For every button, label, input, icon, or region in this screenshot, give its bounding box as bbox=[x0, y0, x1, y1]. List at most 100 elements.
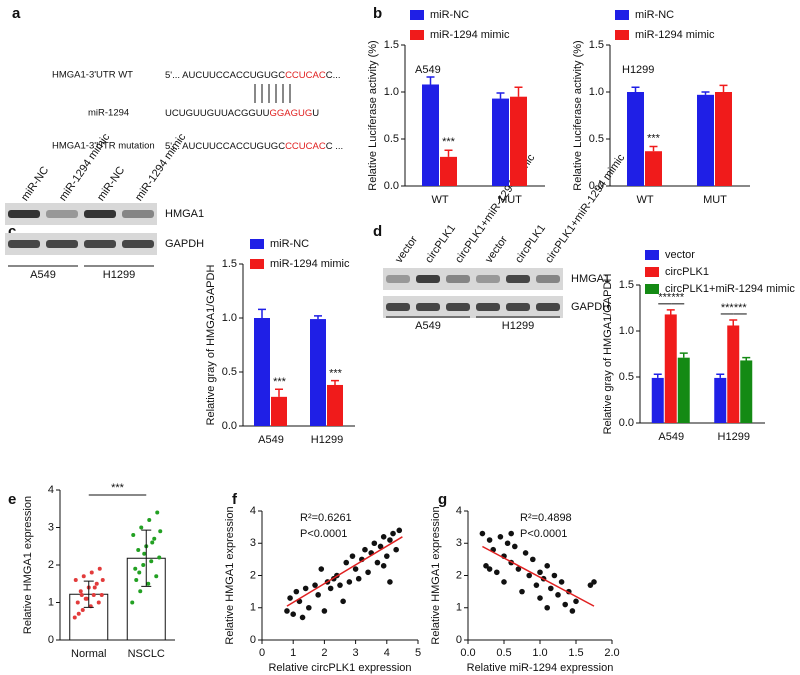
bar bbox=[440, 156, 457, 186]
lane-label: vector bbox=[393, 234, 420, 266]
point bbox=[377, 543, 384, 550]
error-bar bbox=[496, 92, 505, 99]
dot bbox=[96, 600, 101, 605]
error-bar bbox=[666, 309, 675, 315]
dot bbox=[81, 574, 86, 579]
point bbox=[346, 579, 353, 585]
legend-swatch bbox=[645, 267, 659, 277]
dot bbox=[152, 536, 157, 541]
point bbox=[343, 559, 350, 566]
point bbox=[374, 559, 381, 566]
blot-band bbox=[84, 240, 116, 248]
lane-label: miR-NC bbox=[95, 164, 127, 203]
point bbox=[526, 572, 532, 579]
point bbox=[486, 537, 493, 543]
point bbox=[544, 604, 550, 611]
point bbox=[483, 563, 489, 569]
y-axis-label: Relative HMGA1 expression bbox=[224, 506, 236, 644]
annotation: A549 bbox=[415, 64, 441, 76]
y-tick-label: 0 bbox=[250, 634, 256, 646]
y-axis-label: Relative gray of HMGA1/GAPDH bbox=[205, 265, 217, 426]
bar bbox=[510, 96, 527, 186]
y-tick-label: 1 bbox=[250, 602, 256, 614]
bar bbox=[645, 151, 662, 186]
bar bbox=[327, 384, 343, 426]
error-bar bbox=[729, 319, 738, 326]
x-tick-label: Normal bbox=[71, 648, 106, 660]
annotation: *** bbox=[734, 302, 748, 314]
error-bar bbox=[275, 388, 283, 397]
y-tick-label: 3 bbox=[456, 537, 462, 549]
point bbox=[555, 592, 561, 598]
x-tick-label: H1299 bbox=[311, 434, 343, 446]
blot-band bbox=[46, 240, 78, 248]
y-tick-label: 3 bbox=[250, 537, 256, 549]
point bbox=[365, 569, 371, 576]
legend-swatch bbox=[250, 239, 264, 249]
error-bar bbox=[514, 86, 523, 97]
blot-strip bbox=[383, 268, 563, 290]
point bbox=[337, 582, 343, 588]
panel-label: e bbox=[8, 491, 16, 508]
legend-label: vector bbox=[665, 249, 695, 261]
point bbox=[537, 569, 543, 576]
blot-band bbox=[416, 275, 440, 283]
panel-label: a bbox=[12, 5, 21, 22]
sequence: 5'... AUCUUCCACCUGUGCCCUCACC... bbox=[165, 70, 340, 81]
sequence-part: 5'... AUCUUCCACCUGUGC bbox=[165, 70, 285, 81]
lane-label: miR-NC bbox=[19, 164, 51, 203]
legend-label: miR-NC bbox=[270, 238, 309, 250]
blot-band bbox=[506, 275, 530, 283]
blot-band bbox=[506, 303, 530, 311]
x-tick-label: A549 bbox=[658, 431, 684, 443]
dot bbox=[94, 581, 99, 586]
sequence-label: miR-1294 bbox=[88, 108, 129, 119]
panel-label: f bbox=[232, 491, 238, 508]
point bbox=[533, 582, 540, 588]
point bbox=[530, 556, 536, 563]
bar bbox=[677, 357, 690, 423]
x-axis-label: Relative circPLK1 expression bbox=[268, 662, 411, 674]
x-tick-label: WT bbox=[431, 194, 448, 206]
point bbox=[393, 546, 399, 553]
point bbox=[327, 585, 334, 592]
y-tick-label: 1.5 bbox=[384, 39, 399, 51]
y-tick-label: 0.0 bbox=[589, 180, 604, 192]
x-tick-label: 1.5 bbox=[568, 647, 583, 659]
dot bbox=[100, 578, 105, 582]
point bbox=[501, 579, 507, 585]
point bbox=[380, 534, 387, 540]
sequence-part: U bbox=[312, 108, 319, 119]
point bbox=[371, 540, 378, 547]
error-bar bbox=[141, 529, 152, 587]
point bbox=[537, 595, 543, 601]
x-tick-label: 2.0 bbox=[604, 647, 619, 659]
seed-site: CCUCAC bbox=[285, 141, 326, 152]
dot bbox=[154, 574, 159, 579]
dot bbox=[139, 525, 144, 530]
x-tick-label: NSCLC bbox=[128, 648, 165, 660]
y-tick-label: 1.0 bbox=[619, 325, 634, 337]
x-tick-label: 3 bbox=[353, 647, 359, 659]
point bbox=[551, 572, 558, 579]
panel-label: g bbox=[438, 491, 447, 508]
annotation: H1299 bbox=[622, 64, 654, 76]
y-tick-label: 1.0 bbox=[589, 86, 604, 98]
y-tick-label: 4 bbox=[456, 505, 462, 517]
error-bar bbox=[719, 84, 728, 92]
dot bbox=[130, 600, 135, 605]
dot bbox=[147, 518, 152, 522]
annotation: *** bbox=[671, 292, 685, 304]
point bbox=[497, 534, 504, 540]
blot-band bbox=[536, 275, 560, 283]
error-bar bbox=[426, 76, 435, 85]
point bbox=[293, 588, 300, 595]
point bbox=[349, 553, 356, 559]
sequence-label: HMGA1-3'UTR mutation bbox=[52, 141, 155, 152]
point bbox=[306, 604, 312, 611]
x-tick-label: 1.0 bbox=[532, 647, 547, 659]
error-bar bbox=[679, 352, 688, 358]
dot bbox=[80, 608, 85, 612]
band-label: GAPDH bbox=[165, 238, 204, 250]
sequence: 5'... AUCUUCCACCUGUGCCCUCACC ... bbox=[165, 141, 343, 152]
